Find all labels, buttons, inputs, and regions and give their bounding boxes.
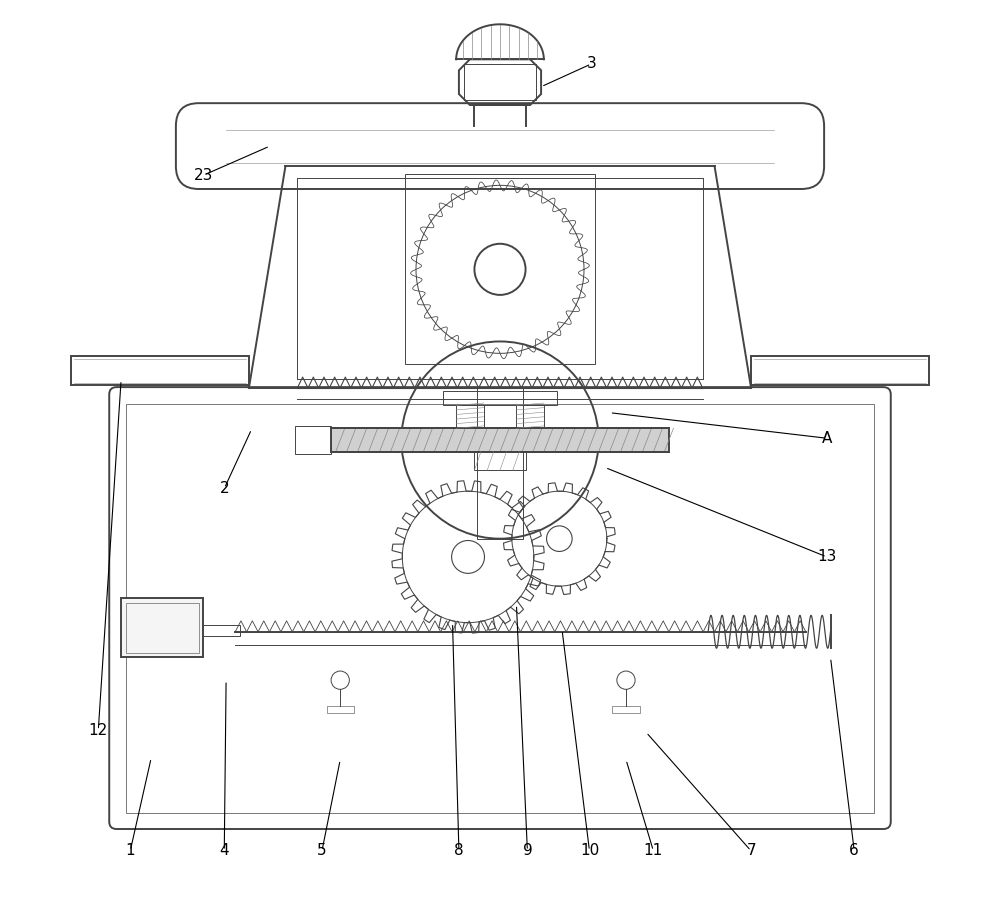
Bar xyxy=(474,452,526,470)
Text: 1: 1 xyxy=(125,844,135,858)
Text: 8: 8 xyxy=(454,844,464,858)
Text: 3: 3 xyxy=(586,57,596,71)
Text: 7: 7 xyxy=(746,844,756,858)
Text: 11: 11 xyxy=(644,844,663,858)
Bar xyxy=(295,426,331,454)
Text: 13: 13 xyxy=(817,550,837,564)
Bar xyxy=(327,706,354,713)
Bar xyxy=(203,625,240,636)
Bar xyxy=(126,404,874,813)
Text: 12: 12 xyxy=(89,723,108,738)
Bar xyxy=(443,391,557,405)
Text: A: A xyxy=(822,431,832,446)
Bar xyxy=(477,388,523,539)
Bar xyxy=(405,174,595,364)
Text: 4: 4 xyxy=(219,844,229,858)
Bar xyxy=(751,356,929,385)
Bar xyxy=(464,64,536,100)
Text: 5: 5 xyxy=(317,844,327,858)
Polygon shape xyxy=(331,428,669,452)
Bar xyxy=(121,598,203,657)
Bar xyxy=(516,405,544,428)
Bar xyxy=(71,356,249,385)
Bar xyxy=(126,603,199,653)
Text: 6: 6 xyxy=(849,844,859,858)
Bar xyxy=(456,405,484,428)
Text: 23: 23 xyxy=(194,168,213,183)
Text: 9: 9 xyxy=(523,844,532,858)
Text: 10: 10 xyxy=(580,844,599,858)
Text: 2: 2 xyxy=(219,481,229,496)
Bar xyxy=(612,706,640,713)
